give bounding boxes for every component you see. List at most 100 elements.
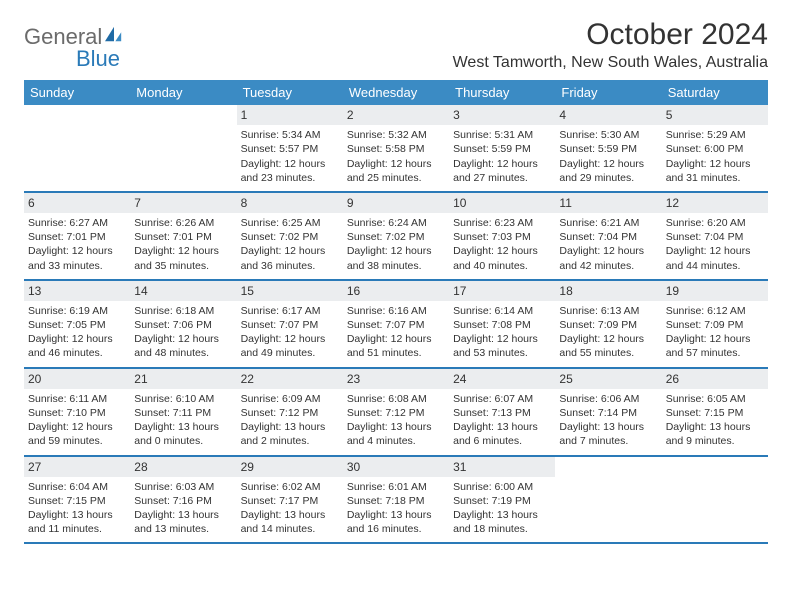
calendar-cell: 25Sunrise: 6:06 AMSunset: 7:14 PMDayligh… [555,369,661,455]
day-number: 15 [241,284,254,298]
sunset-line: Sunset: 7:01 PM [134,230,232,244]
sunrise-line: Sunrise: 6:18 AM [134,304,232,318]
day-number-row: 9 [343,193,449,213]
sunset-line: Sunset: 7:19 PM [453,494,551,508]
calendar-cell: 4Sunrise: 5:30 AMSunset: 5:59 PMDaylight… [555,105,661,191]
day-number: 26 [666,372,679,386]
sunrise-line: Sunrise: 6:05 AM [666,392,764,406]
day-number-row: 6 [24,193,130,213]
day-number: 16 [347,284,360,298]
sunrise-line: Sunrise: 5:31 AM [453,128,551,142]
day-number: 11 [559,196,571,210]
daylight-line: Daylight: 12 hours and 27 minutes. [453,157,551,185]
calendar-cell: 3Sunrise: 5:31 AMSunset: 5:59 PMDaylight… [449,105,555,191]
calendar-cell-empty [555,457,661,543]
sunset-line: Sunset: 5:57 PM [241,142,339,156]
sunset-line: Sunset: 7:17 PM [241,494,339,508]
calendar-cell: 18Sunrise: 6:13 AMSunset: 7:09 PMDayligh… [555,281,661,367]
daylight-line: Daylight: 12 hours and 51 minutes. [347,332,445,360]
daylight-line: Daylight: 12 hours and 38 minutes. [347,244,445,272]
calendar-cell: 21 Sunrise: 6:10 AMSunset: 7:11 PMDayligh… [130,369,236,455]
calendar-row: 20Sunrise: 6:11 AMSunset: 7:10 PMDayligh… [24,369,768,457]
day-number-row: 21 [130,369,236,389]
day-number-row: 25 [555,369,661,389]
calendar-cell: 29Sunrise: 6:02 AMSunset: 7:17 PMDayligh… [237,457,343,543]
sunrise-line: Sunrise: 6:02 AM [241,480,339,494]
day-number: 30 [347,460,360,474]
day-number-row: 17 [449,281,555,301]
day-number-row: 19 [662,281,768,301]
day-number-row: 20 [24,369,130,389]
daylight-line: Daylight: 13 hours and 9 minutes. [666,420,764,448]
calendar-cell: 27Sunrise: 6:04 AMSunset: 7:15 PMDayligh… [24,457,130,543]
title-block: October 2024 West Tamworth, New South Wa… [453,18,768,72]
day-number: 21 [134,372,147,386]
calendar-cell: 2Sunrise: 5:32 AMSunset: 5:58 PMDaylight… [343,105,449,191]
calendar-cell: 17Sunrise: 6:14 AMSunset: 7:08 PMDayligh… [449,281,555,367]
sunrise-line: Sunrise: 6:19 AM [28,304,126,318]
sunrise-line: Sunrise: 6:25 AM [241,216,339,230]
day-number-row: 11 [555,193,661,213]
daylight-line: Daylight: 13 hours and 2 minutes. [241,420,339,448]
daylight-line: Daylight: 13 hours and 14 minutes. [241,508,339,536]
calendar-body: 1 Sunrise: 5:34 AMSunset: 5:57 PM Daylight… [24,105,768,544]
sunrise-line: Sunrise: 6:10 AM [134,392,232,406]
calendar-cell: 9Sunrise: 6:24 AMSunset: 7:02 PMDaylight… [343,193,449,279]
day-number: 14 [134,284,147,298]
daylight-line: Daylight: 13 hours and 13 minutes. [134,508,232,536]
sunrise-line: Sunrise: 6:11 AM [28,392,126,406]
calendar-cell-empty [662,457,768,543]
sunset-line: Sunset: 7:02 PM [241,230,339,244]
day-number-row: 12 [662,193,768,213]
calendar-cell: 24Sunrise: 6:07 AMSunset: 7:13 PMDayligh… [449,369,555,455]
sunrise-line: Sunrise: 5:34 AM [241,128,339,142]
sunrise-line: Sunrise: 6:01 AM [347,480,445,494]
day-number-row: 22 [237,369,343,389]
day-number: 18 [559,284,572,298]
daylight-line: Daylight: 12 hours and 44 minutes. [666,244,764,272]
page-title: October 2024 [453,18,768,52]
daylight-line: Daylight: 13 hours and 0 minutes. [134,420,232,448]
day-number-row: 14 [130,281,236,301]
day-number-row: 1 [237,105,343,125]
day-number: 13 [28,284,41,298]
day-number: 2 [347,108,354,122]
sunset-line: Sunset: 7:07 PM [347,318,445,332]
calendar-cell: 10Sunrise: 6:23 AMSunset: 7:03 PMDayligh… [449,193,555,279]
calendar-cell: 16Sunrise: 6:16 AMSunset: 7:07 PMDayligh… [343,281,449,367]
day-number-row: 7 [130,193,236,213]
daylight-line: Daylight: 13 hours and 7 minutes. [559,420,657,448]
calendar-cell-empty [24,105,130,191]
logo-text-general: General [24,26,102,48]
sunset-line: Sunset: 7:04 PM [559,230,657,244]
calendar-cell: 12Sunrise: 6:20 AMSunset: 7:04 PMDayligh… [662,193,768,279]
day-number-row: 18 [555,281,661,301]
sunset-line: Sunset: 7:09 PM [666,318,764,332]
sunset-line: Sunset: 7:02 PM [347,230,445,244]
sunset-line: Sunset: 7:15 PM [666,406,764,420]
daylight-line: Daylight: 12 hours and 55 minutes. [559,332,657,360]
sunrise-line: Sunrise: 6:04 AM [28,480,126,494]
day-number: 22 [241,372,254,386]
calendar-cell: 14Sunrise: 6:18 AMSunset: 7:06 PMDayligh… [130,281,236,367]
sunset-line: Sunset: 7:07 PM [241,318,339,332]
sunrise-line: Sunrise: 6:26 AM [134,216,232,230]
day-number-row: 16 [343,281,449,301]
day-number-row: 31 [449,457,555,477]
calendar-cell: 8Sunrise: 6:25 AMSunset: 7:02 PMDaylight… [237,193,343,279]
sunset-line: Sunset: 7:16 PM [134,494,232,508]
calendar-header-row: SundayMondayTuesdayWednesdayThursdayFrid… [24,80,768,105]
sunset-line: Sunset: 7:11 PM [134,406,232,420]
weekday-header: Monday [130,80,236,105]
daylight-line: Daylight: 12 hours and 40 minutes. [453,244,551,272]
sunset-line: Sunset: 7:06 PM [134,318,232,332]
sunset-line: Sunset: 6:00 PM [666,142,764,156]
day-number: 7 [134,196,141,210]
calendar-cell: 15Sunrise: 6:17 AMSunset: 7:07 PMDayligh… [237,281,343,367]
sunrise-line: Sunrise: 5:29 AM [666,128,764,142]
daylight-line: Daylight: 12 hours and 57 minutes. [666,332,764,360]
day-number: 9 [347,196,354,210]
calendar-cell: 5Sunrise: 5:29 AMSunset: 6:00 PMDaylight… [662,105,768,191]
calendar-cell: 30Sunrise: 6:01 AMSunset: 7:18 PMDayligh… [343,457,449,543]
daylight-line: Daylight: 12 hours and 31 minutes. [666,157,764,185]
